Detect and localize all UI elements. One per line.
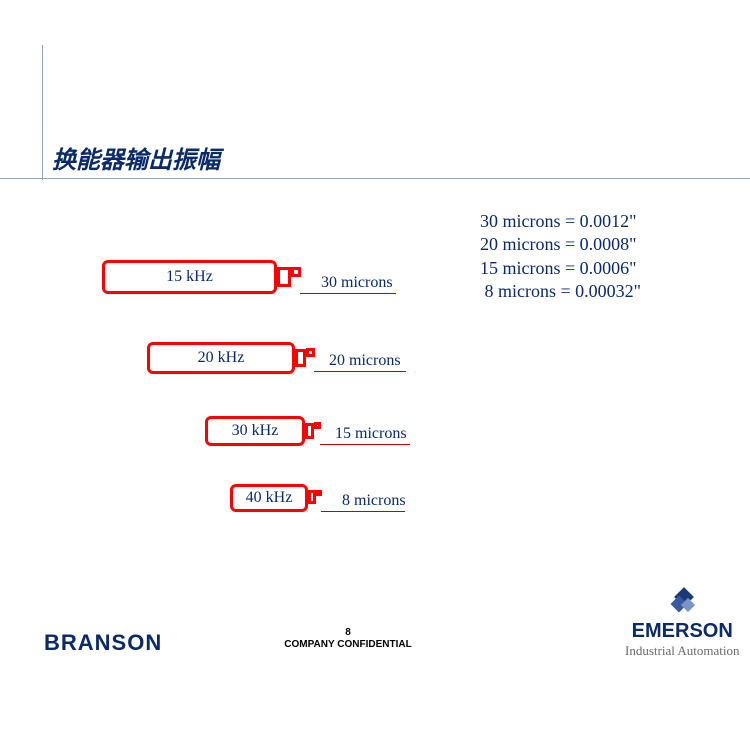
micron-label: 20 microns — [329, 352, 401, 370]
micron-underline — [314, 371, 406, 372]
transducer-box: 30 kHz — [205, 416, 305, 446]
conversion-row: 20 microns = 0.0008" — [480, 233, 641, 256]
conversion-row: 8 microns = 0.00032" — [480, 280, 641, 303]
transducer-box: 40 kHz — [230, 484, 308, 512]
transducer-tip — [291, 267, 301, 277]
vertical-rule — [42, 45, 43, 180]
frequency-label: 15 kHz — [166, 268, 213, 286]
micron-underline — [321, 511, 405, 512]
transducer-tip — [306, 348, 315, 357]
frequency-label: 30 kHz — [232, 422, 279, 440]
horizontal-rule — [0, 178, 750, 179]
transducer-tip — [316, 490, 322, 496]
transducer-plug — [308, 490, 316, 504]
emerson-logo: EMERSON Industrial Automation — [625, 588, 739, 659]
transducer-plug — [277, 267, 291, 287]
transducer-box: 15 kHz — [102, 260, 277, 294]
confidential-label: COMPANY CONFIDENTIAL — [198, 639, 498, 650]
micron-underline — [320, 444, 410, 445]
micron-label: 8 microns — [342, 492, 406, 510]
emerson-subtitle: Industrial Automation — [625, 643, 739, 659]
conversion-row: 30 microns = 0.0012" — [480, 210, 641, 233]
transducer-plug — [305, 423, 314, 439]
micron-label: 15 microns — [335, 425, 407, 443]
micron-label: 30 microns — [321, 274, 393, 292]
transducer-box: 20 kHz — [147, 342, 295, 374]
transducer-plug — [295, 349, 306, 367]
page-title: 换能器输出振幅 — [52, 140, 220, 175]
emerson-icon — [667, 588, 697, 618]
page-number: 8 — [248, 627, 448, 638]
emerson-name: EMERSON — [625, 620, 739, 643]
frequency-label: 20 kHz — [198, 349, 245, 367]
micron-underline — [300, 293, 396, 294]
conversion-table: 30 microns = 0.0012" 20 microns = 0.0008… — [480, 210, 641, 304]
frequency-label: 40 kHz — [246, 489, 293, 507]
transducer-tip — [314, 422, 321, 429]
conversion-row: 15 microns = 0.0006" — [480, 257, 641, 280]
slide: 换能器输出振幅 30 microns = 0.0012" 20 microns … — [0, 0, 750, 750]
branson-logo: BRANSON — [44, 630, 162, 656]
